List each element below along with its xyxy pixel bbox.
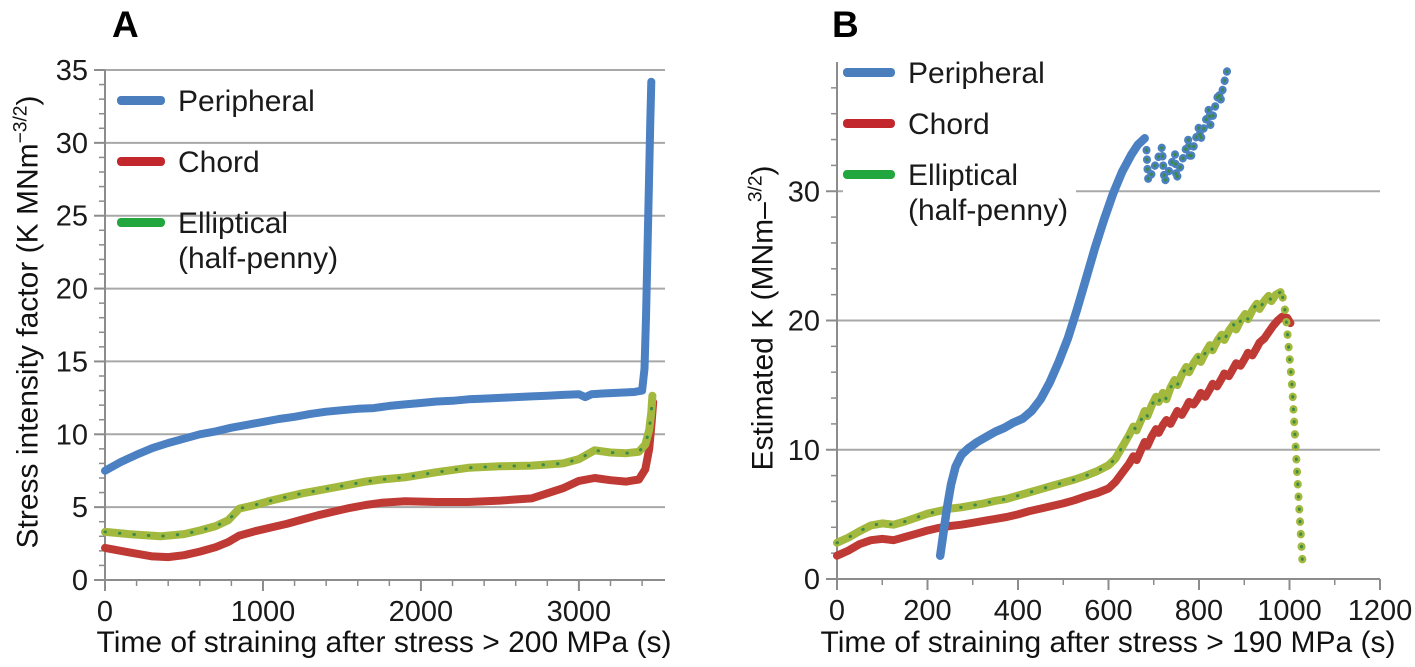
legend-item-peripheral: Peripheral bbox=[843, 56, 1068, 91]
series-chord bbox=[833, 312, 1295, 560]
y-tick-label: 20 bbox=[56, 274, 88, 306]
panel-a-y-label-close: ) bbox=[11, 95, 45, 106]
legend-item-peripheral: Peripheral bbox=[117, 84, 338, 119]
panel-b-letter: B bbox=[832, 4, 859, 45]
legend-label-line1: Chord bbox=[178, 146, 260, 179]
ticks bbox=[826, 87, 1381, 590]
panel-b-y-label-text: Estimated K (MNm– bbox=[746, 202, 780, 471]
y-tick-label: 0 bbox=[72, 565, 88, 597]
legend-label: Peripheral bbox=[908, 56, 1045, 91]
panel-a-x-axis-label: Time of straining after stress > 200 MPa… bbox=[96, 626, 672, 659]
x-tick-label: 0 bbox=[97, 596, 113, 628]
elliptical-swatch bbox=[843, 170, 895, 179]
legend-label-line1: Peripheral bbox=[908, 57, 1045, 90]
x-tick-label: 800 bbox=[1175, 595, 1223, 627]
panel-a-y-label-sup: −3/2 bbox=[10, 105, 32, 144]
x-tick-label: 400 bbox=[994, 595, 1042, 627]
x-tick-label: 1000 bbox=[231, 596, 296, 628]
y-tick-label: 10 bbox=[56, 419, 88, 451]
legend-label-line2: (half-penny) bbox=[178, 242, 339, 275]
y-tick-label: 30 bbox=[56, 128, 88, 160]
series-peripheral bbox=[935, 134, 1149, 560]
series-elliptical-half-penny- bbox=[101, 391, 657, 541]
tick-labels: 0 5 10 15 20 25 30 35 0 1000 2000 3000 bbox=[56, 55, 611, 628]
panel-b-y-label-close: ) bbox=[746, 165, 780, 176]
tick-labels: 0 10 20 30 0 200 400 600 800 1000 1200 bbox=[788, 176, 1413, 627]
legend-item-elliptical: Elliptical (half-penny) bbox=[117, 206, 338, 276]
axes bbox=[104, 70, 665, 581]
legend-label: Chord bbox=[908, 107, 990, 142]
elliptical-swatch bbox=[117, 218, 165, 227]
series-elliptical-half-penny-drop bbox=[1278, 293, 1308, 571]
peripheral-swatch bbox=[117, 96, 165, 105]
panel-b-y-axis-label: Estimated K (MNm–3/2) bbox=[746, 165, 781, 470]
panel-a-letter: A bbox=[112, 4, 139, 45]
panel-b-x-axis-label: Time of straining after stress > 190 MPa… bbox=[820, 626, 1396, 659]
x-tick-label: 1000 bbox=[1257, 595, 1322, 627]
series-peripheral bbox=[101, 77, 656, 475]
chord-swatch bbox=[843, 119, 895, 128]
legend-label-line1: Peripheral bbox=[178, 85, 315, 118]
x-tick-label: 200 bbox=[903, 595, 951, 627]
legend-item-chord: Chord bbox=[843, 107, 1068, 142]
y-tick-label: 25 bbox=[56, 201, 88, 233]
y-tick-label: 30 bbox=[788, 176, 820, 208]
series-peripheral-dotted bbox=[1142, 60, 1233, 187]
panel-b: 0 10 20 30 0 200 400 600 800 1000 1200 bbox=[788, 60, 1413, 627]
panel-a-legend: Peripheral Chord Elliptical (half-penny) bbox=[117, 84, 338, 302]
panel-a: 0 5 10 15 20 25 30 35 0 1000 2000 3000 bbox=[56, 55, 665, 628]
x-tick-label: 600 bbox=[1084, 595, 1132, 627]
y-tick-label: 15 bbox=[56, 346, 88, 378]
legend-label-line1: Elliptical bbox=[178, 207, 289, 240]
legend-label-line1: Chord bbox=[908, 108, 990, 141]
legend-label: Elliptical (half-penny) bbox=[908, 158, 1068, 228]
legend-label: Peripheral bbox=[178, 84, 315, 119]
x-tick-label: 0 bbox=[829, 595, 845, 627]
x-tick-label: 1200 bbox=[1348, 595, 1413, 627]
legend-item-elliptical: Elliptical (half-penny) bbox=[843, 158, 1068, 228]
x-tick-label: 2000 bbox=[389, 596, 454, 628]
peripheral-swatch bbox=[843, 68, 895, 77]
legend-label-line2: (half-penny) bbox=[908, 194, 1069, 227]
x-tick-label: 3000 bbox=[547, 596, 612, 628]
panel-b-y-label-sup: 3/2 bbox=[745, 175, 767, 203]
gridlines bbox=[837, 190, 1380, 451]
y-tick-label: 20 bbox=[788, 306, 820, 338]
legend-item-chord: Chord bbox=[117, 145, 338, 180]
legend-label: Elliptical (half-penny) bbox=[178, 206, 338, 276]
ticks bbox=[94, 69, 643, 591]
y-tick-label: 0 bbox=[804, 564, 820, 596]
series-chord bbox=[101, 398, 658, 562]
legend-label-line1: Elliptical bbox=[908, 159, 1019, 192]
y-tick-label: 5 bbox=[72, 492, 88, 524]
series-elliptical-half-penny- bbox=[833, 288, 1285, 547]
y-tick-label: 35 bbox=[56, 55, 88, 87]
panel-a-y-axis-label: Stress intensity factor (K MNm−3/2) bbox=[11, 96, 46, 549]
y-tick-label: 10 bbox=[788, 435, 820, 467]
panel-a-y-label-text: Stress intensity factor (K MNm bbox=[11, 143, 45, 549]
chord-swatch bbox=[117, 157, 165, 166]
legend-label: Chord bbox=[178, 145, 260, 180]
panel-b-legend: Peripheral Chord Elliptical (half-penny) bbox=[843, 56, 1077, 228]
